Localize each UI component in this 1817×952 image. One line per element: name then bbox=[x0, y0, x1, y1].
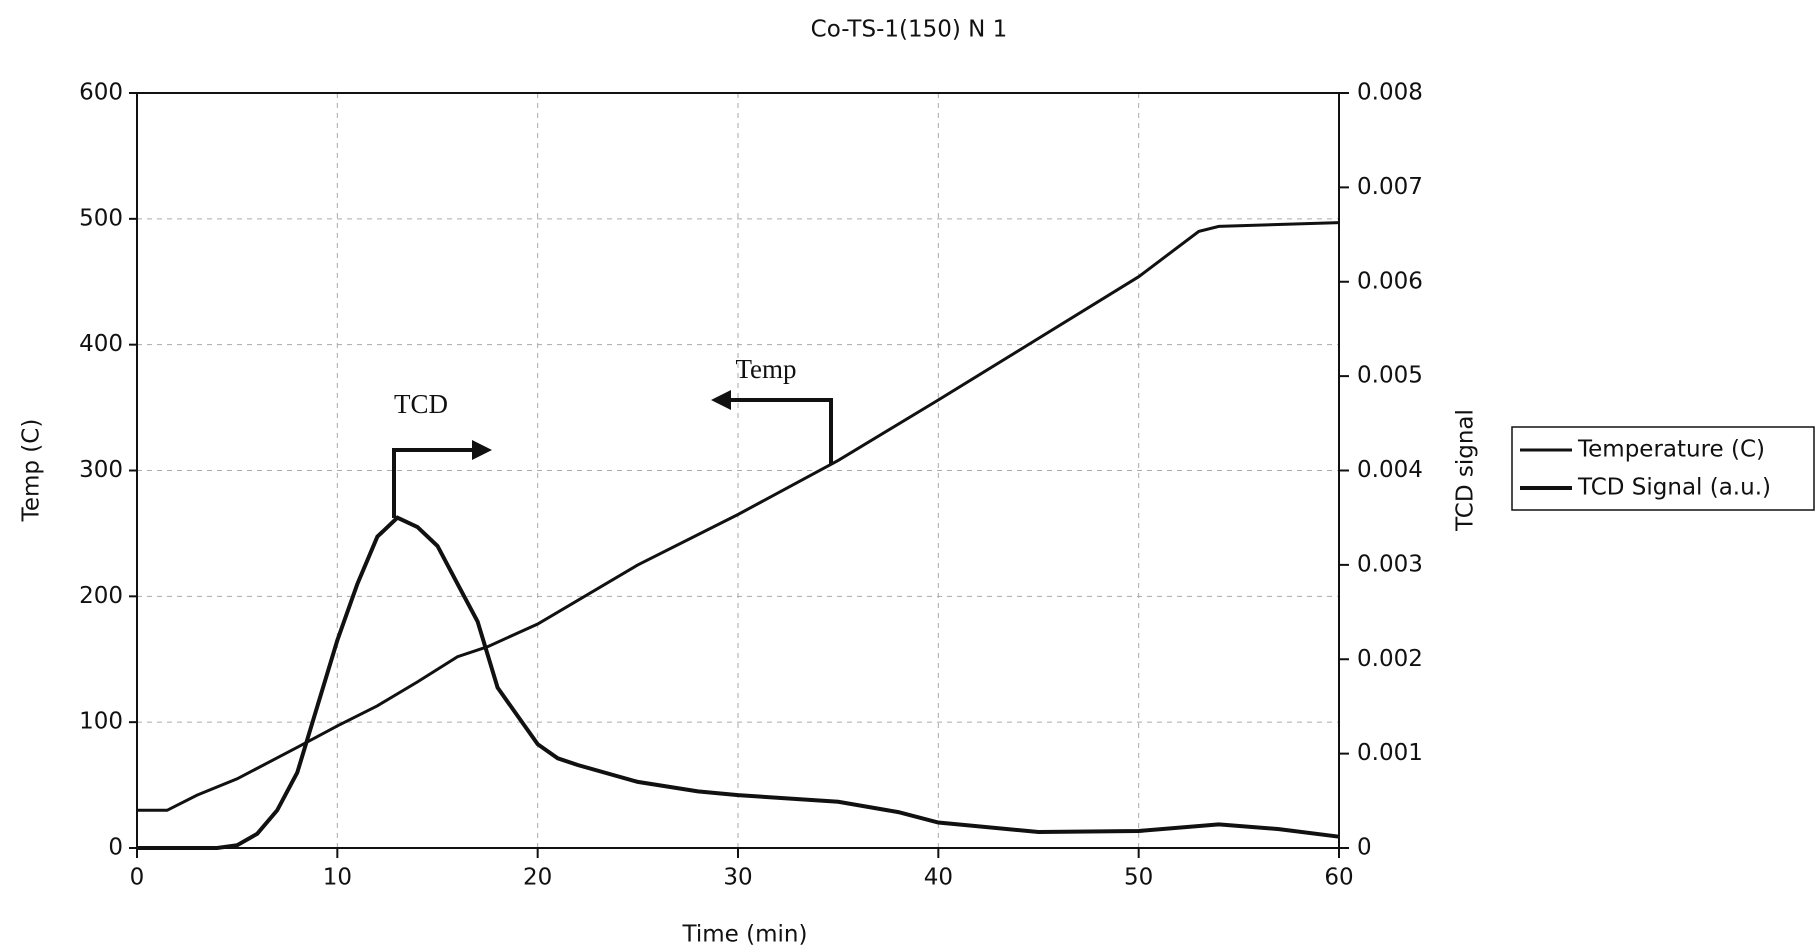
y-tick-label: 600 bbox=[79, 80, 123, 106]
y2-tick-label: 0.003 bbox=[1357, 551, 1423, 577]
x-tick-label: 0 bbox=[130, 865, 145, 891]
y2-axis-label: TCD signal bbox=[1453, 409, 1479, 532]
y-tick-label: 400 bbox=[79, 331, 123, 357]
y-tick-label: 300 bbox=[79, 457, 123, 483]
y2-tick-label: 0.002 bbox=[1357, 646, 1423, 672]
y-axis-label: Temp (C) bbox=[19, 419, 45, 523]
y2-tick-label: 0 bbox=[1357, 835, 1372, 861]
y-tick-label: 500 bbox=[79, 205, 123, 231]
data-line bbox=[137, 515, 1340, 850]
x-tick-label: 10 bbox=[323, 865, 352, 891]
arrow-head bbox=[472, 440, 492, 460]
arrow-head bbox=[711, 390, 731, 410]
annotation-arrow bbox=[392, 448, 475, 518]
y2-tick-label: 0.007 bbox=[1357, 174, 1423, 200]
y-tick-label: 200 bbox=[79, 583, 123, 609]
legend-box bbox=[1511, 426, 1815, 511]
legend-label: Temperature (C) bbox=[1577, 437, 1765, 463]
y2-tick-label: 0.006 bbox=[1357, 268, 1423, 294]
y2-tick-label: 0.008 bbox=[1357, 80, 1423, 106]
x-axis-label: Time (min) bbox=[682, 922, 808, 948]
y-tick-label: 100 bbox=[79, 709, 123, 735]
data-line bbox=[137, 221, 1340, 812]
x-tick-label: 20 bbox=[523, 865, 552, 891]
annotation: TCD bbox=[394, 389, 448, 419]
y-tick-label: 0 bbox=[108, 835, 123, 861]
x-tick-label: 40 bbox=[924, 865, 953, 891]
annotation-arrow bbox=[728, 398, 833, 464]
y2-tick-label: 0.001 bbox=[1357, 740, 1423, 766]
chart-title: Co-TS-1(150) N 1 bbox=[811, 17, 1008, 43]
x-tick-label: 60 bbox=[1324, 865, 1353, 891]
legend-label: TCD Signal (a.u.) bbox=[1577, 475, 1771, 501]
x-tick-label: 30 bbox=[723, 865, 752, 891]
plot-frame bbox=[136, 92, 1340, 849]
y2-tick-label: 0.004 bbox=[1357, 457, 1423, 483]
annotation: Temp bbox=[735, 354, 796, 384]
x-tick-label: 50 bbox=[1124, 865, 1153, 891]
y2-tick-label: 0.005 bbox=[1357, 363, 1423, 389]
